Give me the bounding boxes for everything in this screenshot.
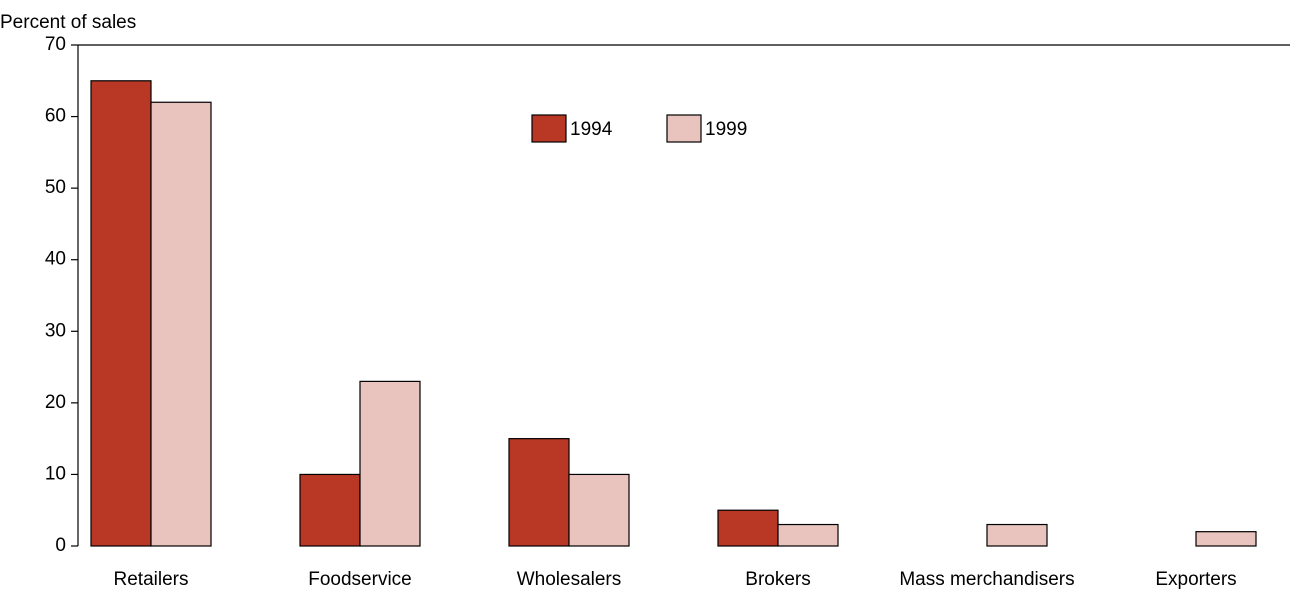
bar (150, 101, 212, 547)
x-tick-label: Wholesalers (517, 569, 622, 590)
bar (299, 473, 361, 547)
bar (508, 438, 570, 547)
y-tick-label: 20 (45, 392, 66, 413)
y-axis-label: Percent of sales (0, 12, 136, 33)
x-tick-label: Retailers (114, 569, 189, 590)
y-tick-label: 70 (45, 34, 66, 55)
bar (359, 380, 421, 547)
bar (1195, 531, 1257, 547)
bar (986, 523, 1048, 547)
y-tick-label: 30 (45, 320, 66, 341)
y-tick-label: 0 (55, 535, 66, 556)
x-tick-label: Brokers (745, 569, 810, 590)
x-tick-label: Exporters (1155, 569, 1236, 590)
x-tick-label: Mass merchandisers (899, 569, 1074, 590)
legend-label: 1999 (705, 119, 747, 140)
x-tick-label: Foodservice (308, 569, 412, 590)
legend-label: 1994 (570, 119, 613, 140)
legend-swatch (666, 114, 702, 143)
bar (777, 523, 839, 547)
y-tick-label: 10 (45, 463, 66, 484)
bar (717, 509, 779, 547)
bar (90, 80, 152, 547)
bar (568, 473, 630, 547)
legend-swatch (531, 114, 567, 143)
y-tick-label: 40 (45, 249, 66, 270)
y-tick-label: 50 (45, 177, 66, 198)
y-tick-label: 60 (45, 106, 66, 127)
